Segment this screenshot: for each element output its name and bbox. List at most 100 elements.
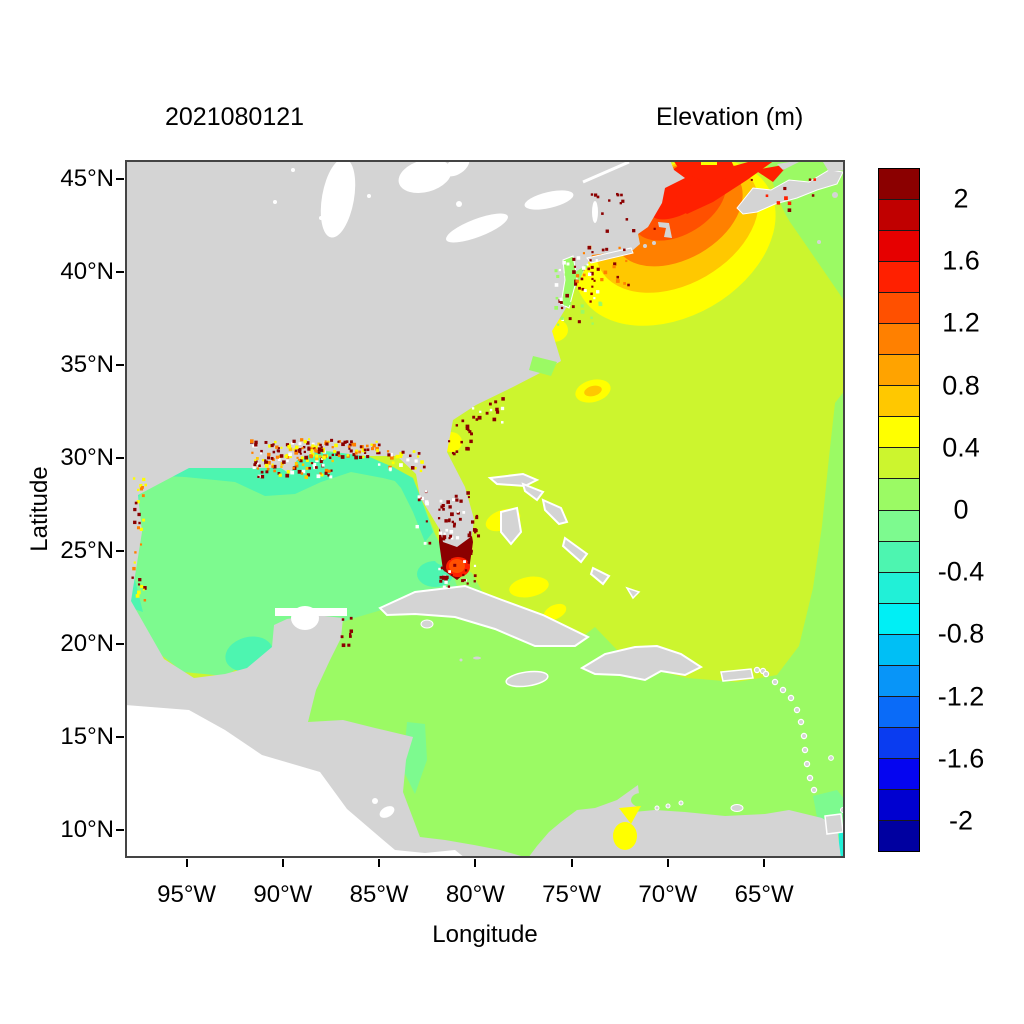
coastal-speckle	[469, 549, 473, 553]
coastal-speckle	[500, 406, 505, 411]
coastal-speckle	[580, 309, 585, 314]
colorbar-cell	[879, 789, 919, 821]
colorbar-tick-label: -0.8	[937, 618, 985, 649]
coastal-speckle	[267, 452, 271, 457]
x-tick-label: 90°W	[253, 881, 313, 908]
coastal-speckle	[254, 443, 258, 447]
coastal-speckle	[466, 491, 470, 495]
colorbar-cell	[879, 293, 919, 325]
hispaniola-land	[579, 644, 704, 682]
coastal-speckle	[319, 460, 323, 464]
coastal-speckle	[322, 455, 326, 460]
coastal-speckle	[365, 444, 369, 448]
coastal-speckle	[469, 551, 473, 555]
bahamas-land	[589, 566, 611, 586]
y-tick-label: 15°N	[60, 723, 114, 750]
coastal-speckle	[132, 477, 136, 480]
bay-of-fundy-channel	[670, 160, 775, 214]
coastal-speckle	[439, 579, 443, 583]
coastal-speckle	[557, 323, 560, 326]
lesser-antilles-island	[779, 686, 787, 694]
coastal-speckle	[582, 273, 586, 277]
coastal-speckle	[305, 459, 309, 462]
coastal-speckle	[467, 533, 472, 538]
colorbar-cell	[879, 665, 919, 697]
y-axis-tick	[116, 177, 124, 180]
coastal-speckle	[133, 520, 137, 525]
coastal-speckle	[784, 196, 788, 201]
coastal-speckle	[445, 575, 449, 579]
coastal-speckle	[576, 256, 581, 260]
coastal-speckle	[309, 446, 314, 450]
gulf-of-mexico	[125, 443, 457, 676]
x-axis-tick	[666, 859, 669, 867]
coastal-speckle	[450, 536, 454, 540]
lesser-antilles-island	[762, 670, 770, 678]
coastal-speckle	[139, 527, 143, 531]
abc-island	[665, 803, 671, 809]
coastal-speckle	[330, 469, 333, 472]
plot-frame	[125, 160, 845, 858]
coastal-speckle	[375, 446, 379, 451]
coastal-speckle	[319, 443, 322, 447]
coastal-speckle	[489, 408, 493, 412]
colorbar-cell	[879, 355, 919, 387]
coastal-speckle	[580, 304, 584, 308]
colorbar-cell	[879, 479, 919, 511]
coastal-speckle	[256, 467, 260, 470]
coastal-speckle	[260, 474, 265, 479]
coastal-speckle	[453, 563, 457, 567]
coastal-speckle	[294, 450, 299, 455]
coastal-speckle	[363, 448, 367, 452]
coastal-speckle	[414, 459, 418, 463]
abc-island	[654, 805, 660, 811]
pei-land	[777, 160, 803, 170]
coastal-speckle	[590, 271, 594, 276]
coastal-speckle	[439, 499, 443, 503]
coastal-speckle	[554, 269, 558, 273]
coastal-speckle	[438, 531, 443, 535]
x-tick-label: 70°W	[638, 881, 698, 908]
coastal-speckle	[315, 458, 319, 463]
coastal-speckle	[587, 272, 592, 277]
coastal-speckle	[750, 178, 753, 181]
coastal-speckle	[608, 199, 611, 202]
coastal-speckle	[136, 526, 140, 530]
coastal-speckle	[813, 178, 817, 181]
coastal-speckle	[345, 440, 349, 443]
bahamas-land	[500, 506, 523, 546]
coastal-speckle	[135, 594, 140, 598]
coastal-speckle	[313, 448, 317, 452]
coastal-speckle	[277, 447, 280, 450]
coastal-speckle	[455, 450, 459, 453]
coastal-speckle	[765, 194, 769, 198]
coastal-speckle	[341, 643, 346, 648]
cuba-land	[378, 584, 590, 647]
colorbar-tick-label: 2	[953, 183, 969, 214]
y-tick-label: 10°N	[60, 816, 114, 844]
coastal-speckle	[420, 460, 424, 464]
lesser-antilles-island	[753, 666, 761, 674]
abc-island	[678, 800, 684, 806]
run-id-title: 2021080121	[165, 103, 305, 131]
coastal-speckle	[444, 580, 448, 584]
bahamas-land	[561, 536, 589, 564]
y-tick-label: 45°N	[60, 164, 114, 192]
small-lake	[367, 194, 371, 198]
hatteras-offshore-core	[584, 385, 602, 397]
coastal-speckle	[620, 193, 623, 197]
coastal-speckle	[591, 277, 594, 281]
coastal-speckle	[314, 445, 318, 449]
x-tick-label: 75°W	[542, 881, 602, 908]
pamlico-sound	[529, 356, 557, 376]
coastal-speckle	[572, 270, 576, 274]
coastal-speckle	[556, 274, 560, 279]
lake-managua	[372, 798, 378, 804]
coastal-speckle	[258, 464, 261, 468]
coastal-speckle	[317, 451, 321, 454]
coastal-speckle	[296, 456, 299, 459]
coastal-speckle	[251, 451, 254, 454]
coastal-speckle	[453, 522, 457, 526]
y-axis-tick	[116, 642, 124, 645]
x-axis-tick	[378, 859, 381, 867]
